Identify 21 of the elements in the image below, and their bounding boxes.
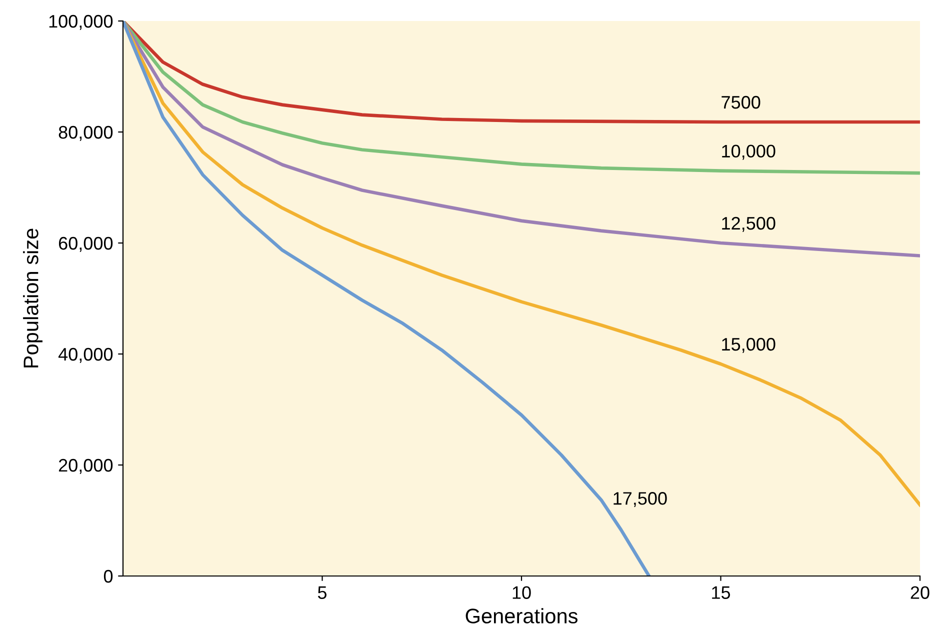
series-label: 12,500 bbox=[722, 216, 776, 232]
x-tick-label: 20 bbox=[910, 586, 930, 599]
y-tick-label: 0 bbox=[104, 570, 113, 583]
y-tick-label: 100,000 bbox=[49, 14, 113, 30]
x-tick-label: 10 bbox=[512, 586, 531, 599]
line-series bbox=[123, 21, 920, 507]
y-axis-title: Population size bbox=[23, 228, 42, 368]
series-label: 10,000 bbox=[722, 144, 776, 160]
x-axis-title: Generations bbox=[466, 608, 578, 624]
y-tick-label: 40,000 bbox=[58, 348, 113, 363]
series-label: 7500 bbox=[722, 96, 760, 109]
x-tick-label: 15 bbox=[712, 586, 730, 599]
line-series bbox=[123, 21, 920, 124]
series-label: 17,500 bbox=[614, 492, 667, 507]
y-tick-label: 60,000 bbox=[58, 236, 113, 252]
line-series bbox=[123, 21, 920, 258]
line-series bbox=[123, 21, 920, 175]
x-tick-label: 5 bbox=[318, 586, 327, 599]
y-tick-label: 20,000 bbox=[58, 458, 113, 474]
series-label: 15,000 bbox=[722, 338, 776, 353]
y-tick-label: 80,000 bbox=[58, 126, 113, 141]
